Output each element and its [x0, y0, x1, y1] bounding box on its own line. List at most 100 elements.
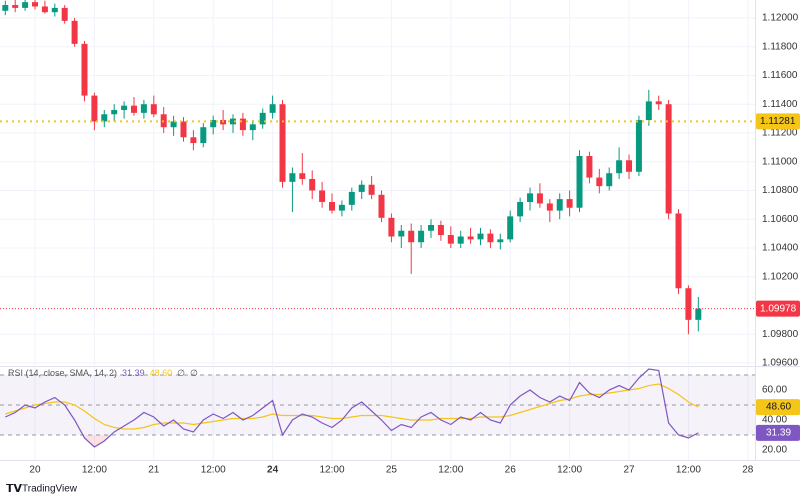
x-tick-label: 25	[386, 465, 398, 476]
x-tick-label: 12:00	[201, 465, 226, 476]
candle-body	[576, 155, 583, 208]
grid-layer	[0, 0, 755, 460]
candle-body	[309, 178, 316, 191]
candle-body	[358, 184, 365, 192]
price-label: 1.09978	[760, 303, 797, 314]
candle-body	[665, 104, 672, 214]
y-tick-label: 1.09800	[762, 329, 799, 340]
y-tick-label: 1.12000	[762, 13, 799, 24]
candle-body	[140, 104, 147, 113]
candle-body	[497, 239, 504, 243]
candle-body	[111, 109, 118, 115]
candle-body	[91, 95, 98, 122]
candle-body	[200, 127, 207, 144]
candle-body	[428, 224, 435, 231]
x-tick-label: 12:00	[676, 465, 701, 476]
candle-body	[477, 233, 484, 240]
candle-body	[230, 118, 237, 125]
candle-body	[447, 235, 454, 244]
candle-body	[338, 204, 345, 211]
candle-body	[378, 194, 385, 218]
candle-body	[279, 104, 286, 182]
candle-body	[131, 105, 138, 113]
candle-body	[81, 43, 88, 96]
candle-body	[180, 121, 187, 138]
candle-body	[457, 236, 464, 244]
candle-body	[249, 124, 256, 131]
candle-body	[190, 137, 197, 144]
x-tick-label: 26	[505, 465, 517, 476]
candle-body	[566, 199, 573, 208]
labels-layer: 20 12:00 21 12:00 24 12:00 25 12:00 26 12:00 27 12:…	[29, 13, 800, 476]
y-tick-label: 60.00	[762, 385, 787, 396]
y-tick-label: 1.11200	[762, 128, 798, 139]
candle-body	[289, 173, 296, 182]
x-tick-label: 24	[267, 465, 279, 476]
candle-body	[467, 236, 474, 240]
candle-body	[101, 114, 108, 122]
candle-body	[71, 20, 78, 44]
candle-body	[269, 104, 276, 113]
candle-body	[437, 224, 444, 236]
x-tick-label: 20	[29, 465, 41, 476]
candle-body	[626, 160, 633, 172]
candle-body	[121, 105, 128, 110]
candle-body	[418, 230, 425, 243]
legend-extra: ∅	[177, 368, 185, 378]
candle-body	[348, 191, 355, 205]
candle-body	[319, 190, 326, 202]
x-tick-label: 12:00	[438, 465, 463, 476]
candle-body	[487, 233, 494, 243]
candle-body	[606, 173, 613, 187]
legend-extra: ∅	[190, 368, 198, 378]
y-tick-label: 1.10200	[762, 271, 799, 282]
logo-mark: 𝗧𝗩	[6, 483, 23, 495]
y-tick-label: 40.00	[762, 415, 787, 426]
rsi-value: 31.39	[122, 368, 145, 378]
y-tick-label: 1.10800	[762, 185, 799, 196]
candle-body	[675, 213, 682, 289]
candle-body	[616, 160, 623, 174]
candle-body	[61, 7, 68, 21]
candle-body	[655, 101, 662, 105]
candle-body	[12, 5, 19, 8]
candle-body	[210, 120, 217, 128]
y-tick-label: 1.10600	[762, 214, 799, 225]
y-tick-label: 1.11400	[762, 99, 798, 110]
y-tick-label: 1.11000	[762, 156, 798, 167]
last-value-label: 31.39	[766, 428, 791, 439]
x-tick-label: 21	[148, 465, 160, 476]
sma-value: 48.60	[150, 368, 173, 378]
candle-body	[635, 120, 642, 172]
candle-body	[239, 118, 246, 131]
candle-body	[41, 6, 48, 13]
rsi-line	[5, 368, 699, 448]
candle-body	[31, 2, 38, 7]
price-label-bg	[756, 113, 800, 130]
x-tick-label: 12:00	[557, 465, 582, 476]
x-tick-label: 12:00	[82, 465, 107, 476]
candle-body	[329, 201, 336, 211]
marks-layer	[0, 0, 755, 448]
candle-body	[527, 193, 534, 202]
candle-body	[259, 112, 266, 125]
y-tick-label: 1.10400	[762, 243, 799, 254]
y-tick-label: 20.00	[762, 445, 787, 456]
logo[interactable]: 𝗧𝗩 TradingView	[6, 483, 78, 495]
y-tick-label: 1.11600	[762, 70, 798, 81]
candle-body	[546, 203, 553, 211]
y-tick-label: 1.11800	[762, 41, 798, 52]
x-tick-label: 28	[742, 465, 754, 476]
x-tick-label: 12:00	[319, 465, 344, 476]
last-value-bg	[756, 399, 800, 416]
candle-body	[150, 104, 157, 115]
candle-body	[507, 216, 514, 240]
y-tick-label: 1.09600	[762, 358, 799, 369]
last-value-bg	[756, 424, 800, 441]
price-label: 1.11281	[760, 116, 796, 127]
rsi-title: RSI (14, close, SMA, 14, 2)	[8, 368, 117, 378]
candle-body	[685, 288, 692, 320]
candle-body	[2, 5, 9, 11]
